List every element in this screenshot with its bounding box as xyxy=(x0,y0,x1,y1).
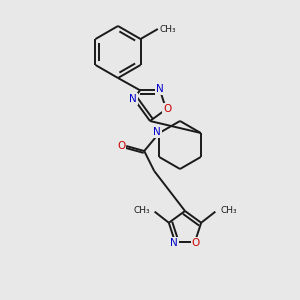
Text: O: O xyxy=(163,104,171,114)
Text: N: N xyxy=(170,238,178,248)
Text: N: N xyxy=(156,84,164,94)
Text: O: O xyxy=(117,141,125,151)
Text: CH₃: CH₃ xyxy=(160,25,176,34)
Text: CH₃: CH₃ xyxy=(133,206,150,215)
Text: N: N xyxy=(129,94,137,104)
Text: N: N xyxy=(153,127,161,137)
Text: O: O xyxy=(192,238,200,248)
Text: CH₃: CH₃ xyxy=(220,206,237,215)
